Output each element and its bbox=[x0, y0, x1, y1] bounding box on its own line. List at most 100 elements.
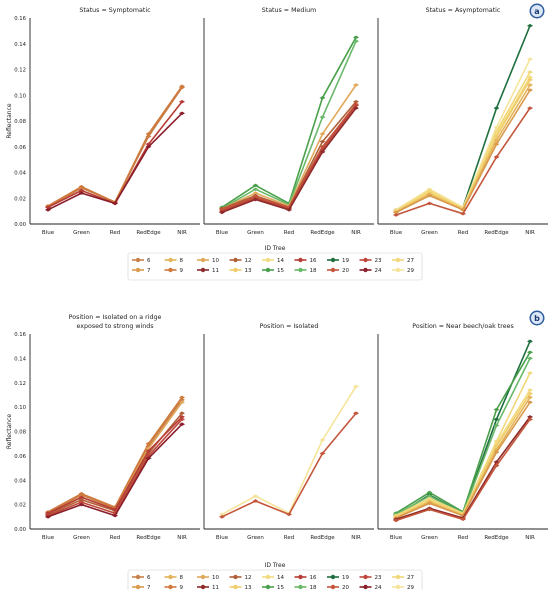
x-tick-label: RedEdge bbox=[484, 535, 509, 541]
data-point bbox=[145, 144, 152, 149]
data-point bbox=[353, 411, 359, 416]
data-point bbox=[219, 210, 225, 215]
series-13 bbox=[393, 78, 533, 213]
series-23 bbox=[45, 417, 185, 518]
data-point bbox=[219, 515, 225, 519]
legend-entry-23: 23 bbox=[359, 574, 382, 581]
data-point bbox=[179, 415, 185, 419]
legend-marker bbox=[363, 267, 368, 273]
legend-entry-6: 6 bbox=[132, 257, 151, 264]
series-10 bbox=[45, 400, 185, 517]
y-tick-label: 0.02 bbox=[14, 503, 26, 509]
series-18 bbox=[393, 356, 533, 517]
data-point bbox=[252, 494, 259, 498]
legend-marker bbox=[330, 257, 336, 263]
series-line bbox=[47, 399, 183, 514]
data-point bbox=[45, 511, 51, 515]
legend-marker bbox=[168, 257, 173, 263]
x-tick-label: Blue bbox=[216, 230, 229, 236]
legend-entry-18: 18 bbox=[294, 267, 317, 274]
legend-label: 11 bbox=[212, 268, 219, 274]
data-point bbox=[112, 511, 118, 515]
y-tick-label: 0.08 bbox=[14, 430, 26, 436]
legend-entry-18: 18 bbox=[294, 584, 317, 590]
data-point bbox=[426, 501, 433, 506]
data-point bbox=[393, 210, 399, 215]
data-point bbox=[493, 423, 500, 428]
series-11 bbox=[219, 106, 359, 215]
legend-marker bbox=[233, 574, 238, 580]
legend-entry-11: 11 bbox=[197, 584, 219, 590]
legend-marker bbox=[135, 267, 141, 273]
panel-2: Status = Medium Blue Green Red RedEdge NIR bbox=[203, 7, 374, 236]
x-tick-label: Green bbox=[421, 535, 438, 541]
panel-6: Position = Near beech/oak trees Blue Green… bbox=[377, 323, 548, 541]
legend-entry-11: 11 bbox=[197, 267, 219, 274]
legend-marker bbox=[135, 257, 141, 263]
legend-label: 18 bbox=[310, 585, 317, 590]
data-point bbox=[78, 491, 85, 496]
x-tick-label: RedEdge bbox=[484, 230, 509, 236]
x-tick-label: Red bbox=[458, 230, 468, 236]
series-line bbox=[395, 71, 531, 212]
series-line bbox=[221, 101, 357, 210]
panel-title: Status = Medium bbox=[262, 7, 317, 14]
data-point bbox=[353, 106, 359, 110]
series-line bbox=[221, 105, 357, 212]
data-point bbox=[145, 132, 152, 136]
legend-label: 9 bbox=[180, 585, 184, 590]
data-point bbox=[252, 499, 259, 503]
data-point bbox=[460, 211, 466, 216]
legend-label: 8 bbox=[180, 575, 184, 581]
data-point bbox=[179, 417, 185, 422]
data-point bbox=[353, 39, 359, 43]
legend-marker bbox=[330, 574, 336, 580]
legend-entry-19: 19 bbox=[327, 257, 349, 264]
data-point bbox=[527, 83, 533, 87]
panel-title: exposed to strong winds bbox=[76, 323, 153, 330]
series-line bbox=[47, 396, 183, 513]
legend-entry-16: 16 bbox=[294, 574, 317, 581]
legend-label: 16 bbox=[310, 575, 317, 581]
data-point bbox=[252, 183, 259, 188]
panel-badge-b: b bbox=[529, 310, 545, 326]
series-line bbox=[395, 84, 531, 214]
legend-marker bbox=[330, 267, 336, 273]
legend-label: 11 bbox=[212, 585, 219, 590]
data-point bbox=[353, 35, 359, 40]
series-12 bbox=[219, 99, 359, 211]
y-axis-label: Reflectance bbox=[6, 414, 13, 449]
legend-label: 27 bbox=[407, 258, 414, 264]
legend-marker bbox=[265, 584, 271, 590]
panel-title: Status = Symptomatic bbox=[79, 7, 151, 14]
series-line bbox=[221, 385, 357, 516]
data-point bbox=[527, 415, 533, 419]
data-point bbox=[78, 184, 85, 189]
legend-marker bbox=[265, 267, 271, 273]
legend-label: 19 bbox=[342, 258, 349, 264]
y-axis-label: Reflectance bbox=[6, 103, 13, 138]
data-point bbox=[179, 400, 185, 405]
legend-entry-9: 9 bbox=[164, 267, 184, 274]
legend-entry-14: 14 bbox=[262, 574, 284, 581]
legend-entry-10: 10 bbox=[197, 574, 219, 581]
legend-entry-20: 20 bbox=[327, 584, 349, 590]
legend-label: 6 bbox=[147, 575, 151, 581]
data-point bbox=[45, 515, 51, 519]
legend-entry-12: 12 bbox=[229, 574, 252, 581]
series-line bbox=[395, 358, 531, 516]
legend-marker bbox=[168, 574, 173, 580]
series-15 bbox=[393, 350, 533, 515]
data-point bbox=[493, 129, 500, 134]
legend-marker bbox=[233, 267, 238, 273]
legend-entry-13: 13 bbox=[229, 267, 252, 274]
legend-marker bbox=[298, 584, 303, 590]
y-tick-label: 0.00 bbox=[14, 527, 26, 533]
legend-label: 24 bbox=[375, 585, 382, 590]
legend-label: 7 bbox=[147, 585, 151, 590]
data-point bbox=[493, 155, 500, 159]
data-point bbox=[145, 449, 152, 453]
data-point bbox=[493, 417, 500, 422]
data-point bbox=[78, 502, 85, 507]
data-point bbox=[319, 96, 326, 100]
